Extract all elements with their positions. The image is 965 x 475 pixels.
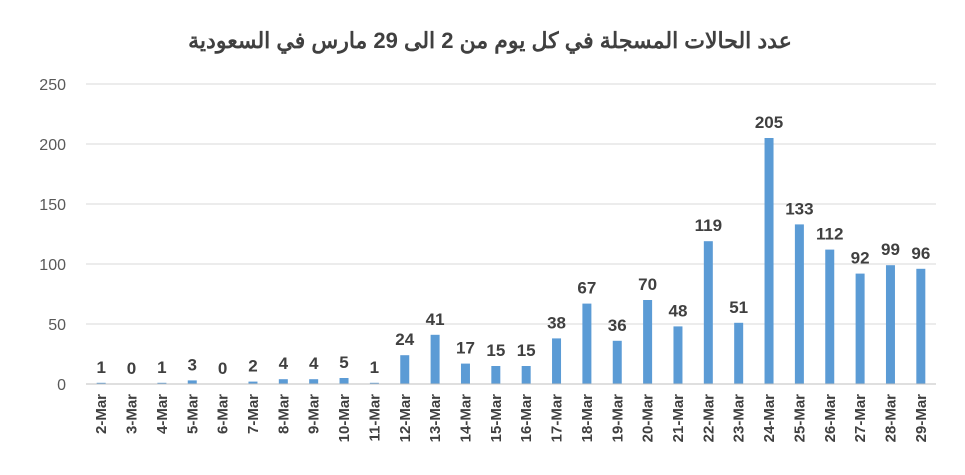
- bar: [187, 380, 197, 384]
- data-label: 1: [96, 358, 105, 377]
- data-label: 41: [426, 310, 445, 329]
- x-axis-ticks: 2-Mar 3-Mar 4-Mar 5-Mar 6-Mar 7-Mar 8-Mar 9-Mar…: [93, 394, 930, 443]
- bar: [825, 249, 835, 384]
- bar: [552, 338, 562, 384]
- x-tick-label: 24-Mar: [761, 394, 778, 443]
- x-tick-label: 23-Mar: [731, 394, 748, 443]
- bar: [248, 381, 258, 384]
- x-tick-label: 4-Mar: [154, 394, 171, 434]
- data-label: 4: [309, 354, 319, 373]
- x-tick-label: 3-Mar: [124, 394, 141, 434]
- bar: [764, 138, 774, 384]
- bar: [855, 273, 865, 384]
- x-tick-label: 9-Mar: [306, 394, 323, 434]
- data-label: 99: [881, 240, 900, 259]
- data-label: 15: [517, 341, 536, 360]
- x-tick-label: 12-Mar: [397, 394, 414, 443]
- data-label: 0: [127, 359, 136, 378]
- x-tick-label: 14-Mar: [457, 394, 474, 443]
- x-tick-label: 29-Mar: [913, 394, 930, 443]
- bar: [96, 382, 106, 384]
- data-label: 92: [851, 249, 870, 268]
- x-tick-label: 21-Mar: [670, 394, 687, 443]
- bar: [612, 340, 622, 384]
- bars: [96, 138, 926, 384]
- bar: [157, 382, 167, 384]
- x-tick-label: 20-Mar: [640, 394, 657, 443]
- x-tick-label: 17-Mar: [549, 394, 566, 443]
- data-label: 48: [669, 301, 688, 320]
- y-axis-ticks: 0 50 100 150 200 250: [39, 77, 66, 394]
- x-tick-label: 25-Mar: [791, 394, 808, 443]
- data-label: 70: [638, 275, 657, 294]
- y-tick-label: 100: [39, 257, 66, 274]
- bar: [673, 326, 683, 384]
- x-tick-label: 8-Mar: [275, 394, 292, 434]
- x-tick-label: 5-Mar: [184, 394, 201, 434]
- bar: [278, 379, 288, 384]
- gridlines: [86, 83, 936, 325]
- bar: [521, 366, 531, 384]
- x-tick-label: 16-Mar: [518, 394, 535, 443]
- data-label: 1: [370, 358, 379, 377]
- x-tick-label: 6-Mar: [215, 394, 232, 434]
- x-tick-label: 15-Mar: [488, 394, 505, 443]
- data-label: 205: [755, 113, 783, 132]
- bar: [369, 382, 379, 384]
- y-tick-label: 50: [48, 317, 66, 334]
- data-label: 67: [577, 279, 596, 298]
- data-label: 112: [816, 225, 843, 244]
- bar: [460, 363, 470, 384]
- bar: [491, 366, 501, 384]
- data-label: 2: [248, 357, 257, 376]
- bar: [430, 334, 440, 384]
- data-label: 36: [608, 316, 627, 335]
- chart-title: عدد الحالات المسجلة في كل يوم من 2 الى 2…: [188, 28, 792, 54]
- x-tick-label: 2-Mar: [93, 394, 110, 434]
- bar: [734, 322, 744, 384]
- bar: [885, 265, 895, 384]
- data-label: 133: [785, 199, 813, 218]
- x-tick-label: 13-Mar: [427, 394, 444, 443]
- bar: [703, 241, 713, 384]
- y-tick-label: 150: [39, 197, 66, 214]
- data-label: 3: [188, 355, 197, 374]
- x-tick-label: 27-Mar: [852, 394, 869, 443]
- data-label: 24: [395, 330, 414, 349]
- data-label: 38: [547, 313, 566, 332]
- bar: [916, 268, 926, 384]
- x-tick-label: 10-Mar: [336, 394, 353, 443]
- x-tick-label: 19-Mar: [609, 394, 626, 443]
- bar: [794, 224, 804, 384]
- data-label: 0: [218, 359, 227, 378]
- x-tick-label: 26-Mar: [822, 394, 839, 443]
- data-label: 1: [157, 358, 166, 377]
- bar: [339, 378, 349, 384]
- data-label: 17: [456, 339, 475, 358]
- x-tick-label: 28-Mar: [882, 394, 899, 443]
- data-label: 15: [486, 341, 505, 360]
- y-tick-label: 200: [39, 137, 66, 154]
- x-tick-label: 11-Mar: [366, 394, 383, 442]
- y-tick-label: 0: [57, 377, 66, 394]
- bar: [400, 355, 410, 384]
- data-label: 5: [339, 353, 348, 372]
- x-tick-label: 22-Mar: [700, 394, 717, 443]
- x-tick-label: 7-Mar: [245, 394, 262, 434]
- bar: [309, 379, 319, 384]
- x-tick-label: 18-Mar: [579, 394, 596, 443]
- data-label: 51: [729, 298, 748, 317]
- bar: [643, 300, 653, 384]
- bar: [582, 303, 592, 384]
- y-tick-label: 250: [39, 77, 66, 94]
- data-label: 96: [911, 244, 930, 263]
- data-label: 119: [695, 216, 722, 235]
- data-label: 4: [279, 354, 289, 373]
